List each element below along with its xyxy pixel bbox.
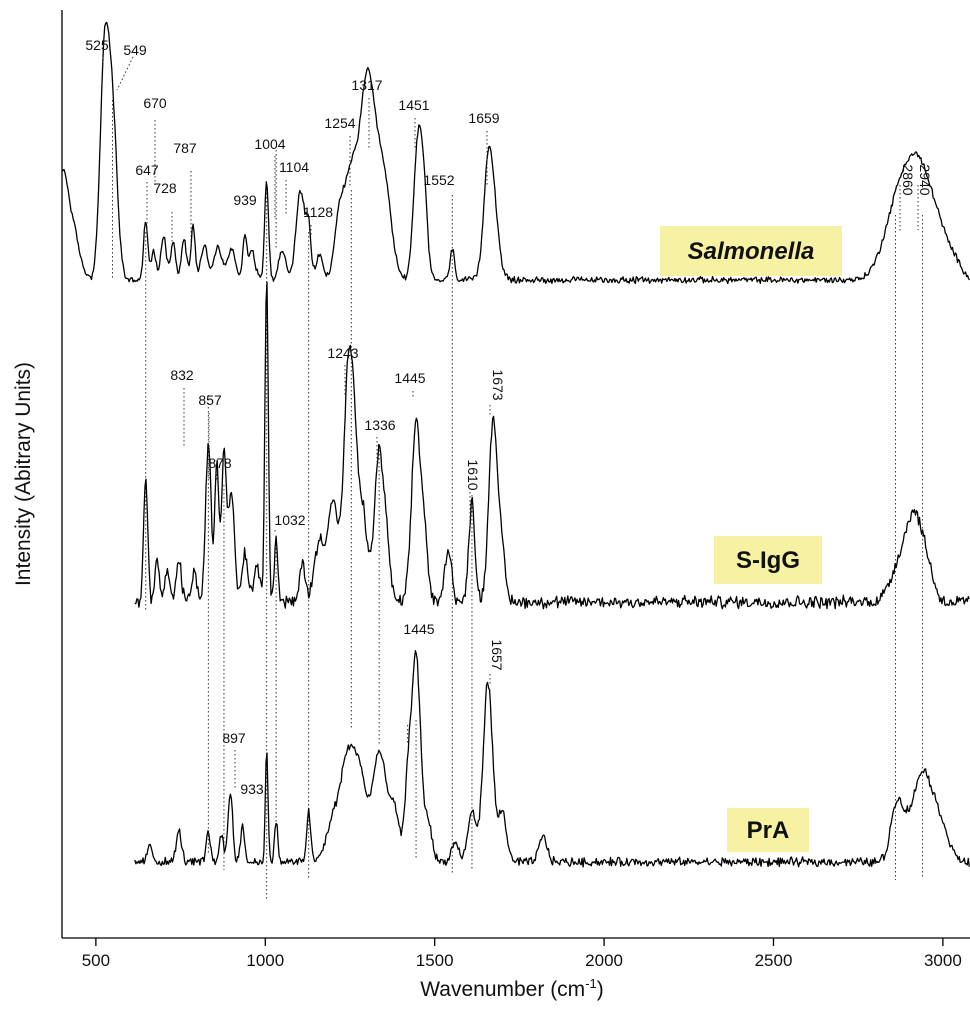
axes: Intensity (Abitrary Units) Wavenumber (c…	[12, 10, 970, 1001]
peak-label: 670	[143, 95, 167, 111]
series-name-label: Salmonella	[688, 238, 815, 265]
peak-label: 1445	[394, 370, 425, 386]
y-axis-title: Intensity (Abitrary Units)	[12, 362, 35, 586]
peak-label: 1104	[279, 159, 309, 175]
peak-label: 1451	[398, 97, 429, 113]
spectrum-line-pra	[134, 649, 970, 868]
peak-label: 1004	[254, 136, 285, 152]
series-label-box	[727, 808, 809, 852]
peak-label: 1243	[327, 345, 358, 361]
peak-label-leader	[116, 56, 134, 91]
series-label-box	[714, 536, 822, 584]
x-tick-label: 2000	[585, 951, 623, 970]
peak-label: 857	[198, 392, 222, 408]
peak-label: 939	[233, 192, 257, 208]
peak-label: 2940	[917, 164, 933, 195]
peak-label: 933	[240, 781, 264, 797]
x-tick-label: 2500	[755, 951, 793, 970]
peak-labels: 525 549 647 670 728 787 939 1004 1104 1128 1254 131…	[85, 37, 933, 797]
x-tick-label: 500	[82, 951, 110, 970]
peak-label: 1254	[324, 115, 355, 131]
x-tick-label: 1000	[246, 951, 284, 970]
series-name-labels: Salmonella S-IgG PrA	[660, 226, 842, 852]
spectrum-traces	[61, 21, 970, 868]
peak-label: 1659	[468, 110, 499, 126]
peak-label: 878	[208, 455, 232, 471]
peak-label: 1336	[364, 417, 395, 433]
peak-label: 832	[170, 367, 194, 383]
guide-lines	[111, 100, 924, 900]
peak-label: 525	[85, 37, 109, 53]
peak-label: 728	[153, 180, 177, 196]
spectrum-line-s-igg	[134, 281, 970, 610]
peak-label: 1552	[423, 172, 454, 188]
peak-label: 1610	[465, 459, 481, 490]
spectrum-line-salmonella	[61, 21, 970, 285]
peak-label: 897	[222, 730, 246, 746]
peak-label: 1317	[351, 77, 382, 93]
series-name-label: S-IgG	[736, 547, 800, 574]
series-label-box	[660, 226, 842, 276]
peak-label: 787	[173, 140, 197, 156]
peak-label: 1128	[303, 204, 333, 220]
peak-label: 2860	[900, 164, 916, 195]
x-axis-title: Wavenumber (cm-1)	[420, 976, 604, 1001]
peak-label: 1032	[274, 512, 305, 528]
x-tick-label: 1500	[416, 951, 454, 970]
peak-label: 647	[135, 162, 159, 178]
peak-label: 1673	[490, 369, 506, 400]
peak-label: 1445	[403, 621, 434, 637]
x-tick-label: 3000	[924, 951, 962, 970]
peak-label: 549	[123, 42, 147, 58]
series-name-label: PrA	[747, 817, 790, 844]
peak-label: 1657	[489, 639, 505, 670]
